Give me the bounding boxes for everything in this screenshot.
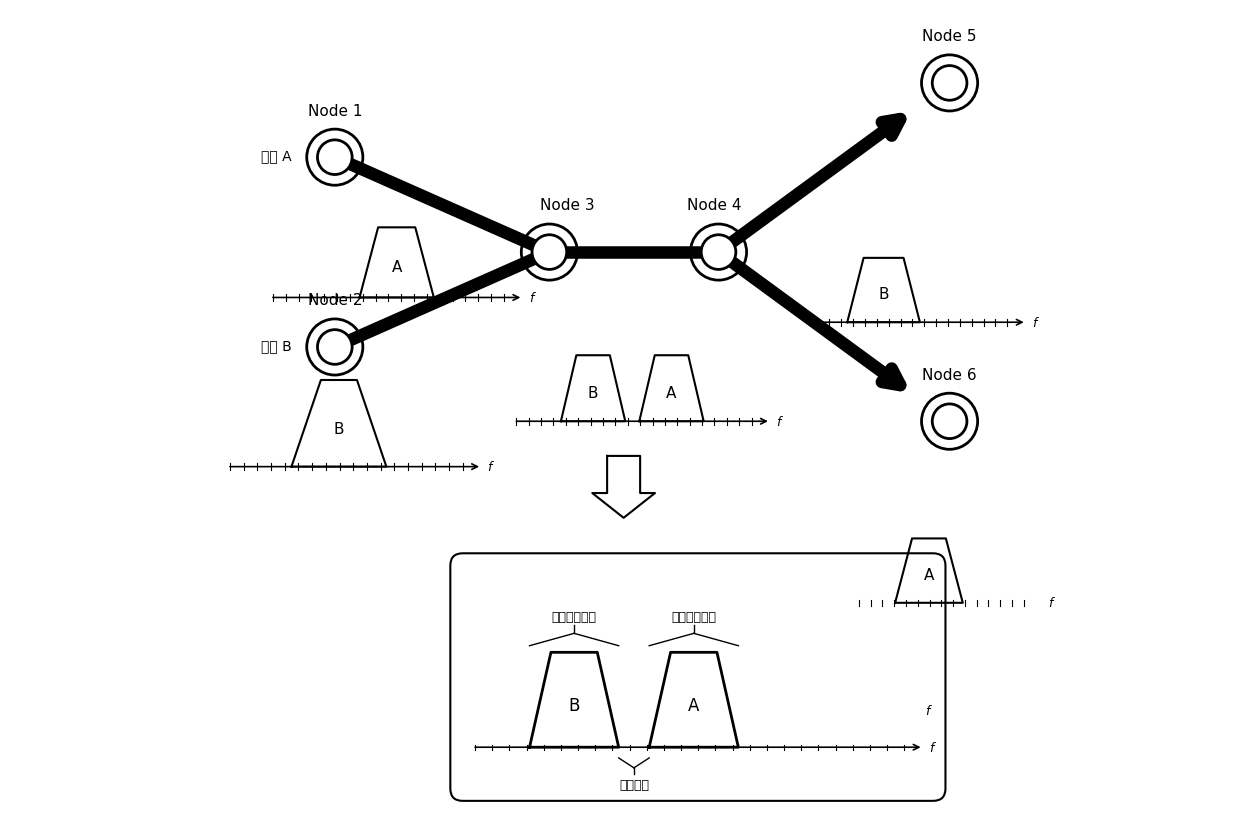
Circle shape xyxy=(317,330,352,365)
Text: Node 4: Node 4 xyxy=(688,198,742,213)
Text: f: f xyxy=(487,461,492,474)
Text: B: B xyxy=(569,696,580,715)
Text: f: f xyxy=(777,415,781,428)
Text: Node 3: Node 3 xyxy=(540,198,595,213)
Text: A: A xyxy=(667,385,676,400)
Text: f: f xyxy=(529,292,533,304)
Text: f: f xyxy=(924,704,929,717)
Text: B: B xyxy=(587,385,598,400)
Circle shape xyxy=(317,141,352,175)
Text: 连续频率单元: 连续频率单元 xyxy=(551,609,597,623)
Text: A: A xyxy=(688,696,700,715)
Text: B: B xyxy=(878,287,888,302)
Text: A: A xyxy=(924,567,934,582)
Text: f: f xyxy=(1048,596,1053,609)
Text: Node 1: Node 1 xyxy=(307,103,362,118)
Circle shape xyxy=(932,404,966,439)
Text: Node 5: Node 5 xyxy=(922,29,976,45)
Circle shape xyxy=(701,236,736,270)
Polygon shape xyxy=(592,457,655,519)
Text: f: f xyxy=(929,741,933,753)
Text: 连续频率单元: 连续频率单元 xyxy=(672,609,716,623)
Circle shape xyxy=(532,236,566,270)
Text: 路径 B: 路径 B xyxy=(260,339,291,353)
Text: A: A xyxy=(392,260,401,275)
Text: f: f xyxy=(1032,317,1037,329)
Text: Node 6: Node 6 xyxy=(922,367,976,382)
Text: 路径 A: 路径 A xyxy=(260,150,291,164)
Text: B: B xyxy=(333,422,344,437)
Text: 保护带宽: 保护带宽 xyxy=(620,778,649,791)
Circle shape xyxy=(932,66,966,101)
Text: Node 2: Node 2 xyxy=(307,293,362,308)
FancyBboxPatch shape xyxy=(450,553,945,801)
